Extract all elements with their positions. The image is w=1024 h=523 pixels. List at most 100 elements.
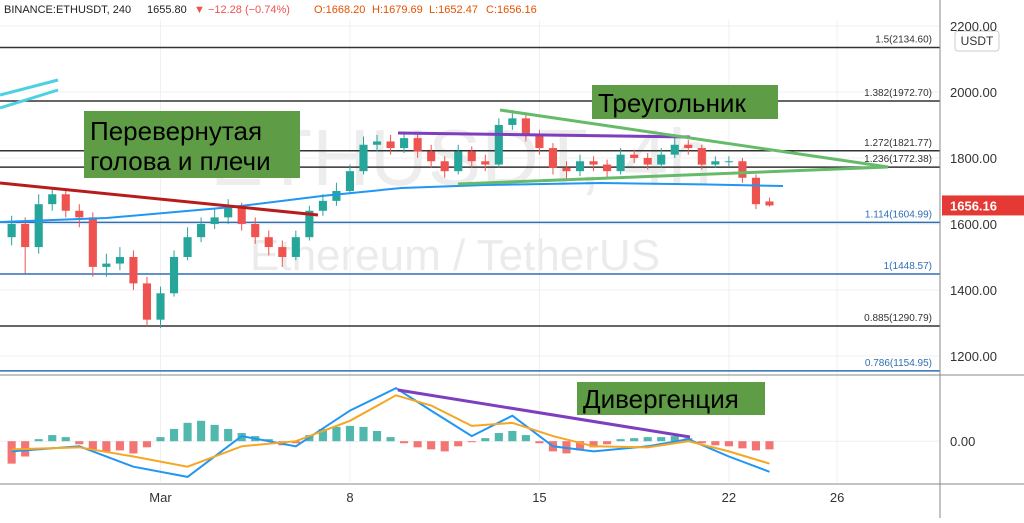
header-bg — [0, 0, 560, 18]
candle-body — [738, 161, 747, 178]
macd-histogram-bar — [156, 437, 165, 442]
macd-histogram-bar — [630, 438, 639, 442]
macd-histogram-bar — [102, 441, 111, 452]
macd-histogram-bar — [291, 441, 300, 444]
annotations: Перевернутая голова и плечи Треугольник … — [84, 85, 778, 415]
candle-body — [603, 164, 612, 172]
macd-histogram-bar — [481, 438, 490, 442]
candle-body — [643, 157, 652, 165]
candle-body — [359, 144, 368, 172]
macd-histogram-bar — [318, 428, 327, 442]
x-tick-label: 22 — [722, 490, 736, 505]
macd-histogram-bar — [494, 433, 503, 442]
candle-body — [589, 161, 598, 165]
candle-body — [724, 161, 733, 163]
macd-histogram-bar — [508, 431, 517, 442]
macd-histogram-bar — [711, 441, 720, 446]
fib-label: 1(1448.57) — [884, 261, 932, 272]
macd-histogram-bar — [372, 431, 382, 442]
candle-body — [251, 223, 260, 238]
candle-body — [630, 154, 639, 158]
currency-box — [954, 30, 1000, 52]
candle-body — [711, 161, 720, 165]
macd-histogram-bar — [115, 441, 124, 451]
neckline — [0, 181, 319, 217]
candle-body — [372, 141, 382, 145]
candle-body — [751, 177, 761, 205]
macd-histogram-bar — [535, 441, 544, 444]
candle-body — [670, 144, 679, 155]
price-tag-label: 1656.16 — [950, 198, 997, 213]
signal-line — [11, 394, 770, 468]
candle-body — [183, 237, 192, 257]
macd-histogram-bar — [7, 441, 16, 464]
candle-body — [494, 124, 503, 165]
macd-histogram-bar — [440, 441, 449, 452]
macd-histogram-bar — [616, 439, 625, 442]
macd-histogram-bar — [400, 441, 409, 444]
candle-body — [210, 217, 219, 224]
x-tick-label: 8 — [346, 490, 353, 505]
macd-histogram-bar — [61, 437, 70, 442]
annotation: Перевернутая — [90, 116, 262, 146]
macd-tick-label: 0.00 — [950, 434, 975, 449]
candle-body — [508, 118, 517, 125]
annotation: голова и плечи — [90, 146, 271, 176]
candle-body — [318, 200, 327, 211]
ohlc-close: C:1656.16 — [486, 4, 537, 16]
macd-histogram-bar — [724, 441, 733, 447]
macd-histogram-bar — [697, 441, 706, 444]
annotation-box — [577, 382, 765, 415]
candle-body — [765, 201, 774, 206]
change: ▼ −12.28 (−0.74%) — [194, 4, 290, 16]
candle-body — [481, 161, 490, 165]
candle-body — [88, 217, 97, 267]
trendline — [0, 78, 59, 97]
candle-body — [129, 256, 138, 284]
candle-body — [21, 223, 30, 248]
fib-label: 0.786(1154.95) — [865, 358, 932, 369]
candle-body — [48, 194, 57, 205]
macd-histogram-bar — [521, 435, 530, 442]
candle-body — [413, 138, 422, 152]
fib-label: 1.5(2134.60) — [875, 35, 932, 46]
macd-histogram-bar — [183, 422, 192, 442]
macd-histogram-bar — [169, 428, 179, 442]
macd-histogram-bar — [48, 435, 57, 442]
macd-histogram-bar — [603, 441, 612, 445]
candle-body — [332, 190, 341, 201]
macd-histogram-bar — [575, 441, 585, 451]
macd-line — [11, 387, 770, 478]
candle-body — [345, 171, 355, 191]
y-tick-label: 1800.00 — [950, 151, 997, 166]
candle-body — [454, 151, 463, 172]
candle-body — [562, 167, 571, 172]
macd-histogram-bar — [643, 437, 652, 442]
price-tag — [942, 195, 1024, 216]
candle-body — [575, 161, 585, 172]
candle-body — [75, 210, 84, 218]
plot — [0, 110, 784, 478]
macd-histogram-bar — [197, 420, 206, 442]
candle-body — [697, 148, 706, 165]
triangle-side — [457, 165, 889, 186]
macd-histogram-bar — [34, 439, 43, 442]
macd-histogram-bar — [467, 441, 476, 443]
ohlc-low: L:1652.47 — [429, 4, 478, 16]
candle-body — [386, 141, 395, 149]
fib-label: 1.382(1972.70) — [864, 88, 932, 99]
candle-body — [34, 204, 43, 248]
ohlc-open: O:1668.20 — [314, 4, 365, 16]
annotation-box — [592, 85, 778, 119]
macd-histogram-bar — [765, 441, 774, 450]
macd-histogram-bar — [75, 441, 84, 445]
candle-body — [224, 207, 233, 218]
y-tick-label: 1600.00 — [950, 217, 997, 232]
macd-histogram-bar — [751, 441, 761, 451]
macd-histogram-bar — [413, 441, 422, 448]
trendline — [397, 131, 691, 139]
macd-histogram-bar — [88, 441, 97, 450]
x-tick-label: Mar — [149, 490, 172, 505]
macd-histogram-bar — [670, 436, 679, 442]
